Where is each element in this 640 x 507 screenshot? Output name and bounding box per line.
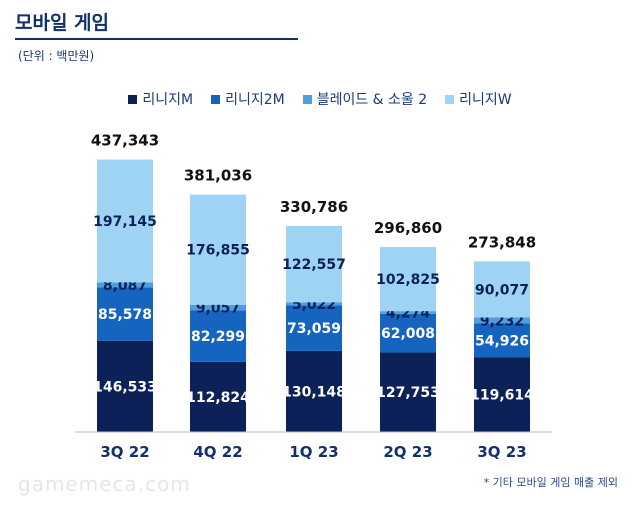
total-label-3: 296,860 [374, 219, 442, 237]
legend-label-blade-soul-2: 블레이드 & 소울 2 [316, 92, 428, 108]
legend-label-lineage-w: 리니지W [459, 92, 512, 108]
bar-segment-lineage_2m-2 [286, 305, 342, 351]
bar-segment-lineage_w-1 [190, 194, 246, 305]
legend-label-lineage-2m: 리니지2M [225, 92, 285, 108]
legend-swatch-lineage-m [128, 94, 138, 104]
bar-segment-lineage_2m-0 [97, 287, 153, 341]
data-label-lineage_m-3: 127,753 [376, 385, 440, 401]
data-label-lineage_m-0: 146,533 [93, 379, 157, 395]
bar-segment-lineage_m-1 [190, 361, 246, 432]
total-label-1: 381,036 [184, 167, 252, 185]
bar-segment-lineage_2m-4 [474, 323, 530, 358]
x-tick-label-3: 2Q 23 [383, 443, 432, 461]
bar-segment-lineage_2m-3 [380, 313, 436, 353]
data-label-lineage_w-2: 122,557 [282, 257, 346, 273]
bar-segment-blade_soul_2-4 [474, 317, 530, 324]
bar-segment-lineage_w-4 [474, 261, 530, 318]
data-label-lineage_m-2: 130,148 [282, 384, 346, 400]
x-tick-label-4: 3Q 23 [477, 443, 526, 461]
legend-swatch-lineage-2m [211, 94, 221, 104]
bar-segment-lineage_m-3 [380, 352, 436, 432]
unit-label: (단위 : 백만원) [18, 49, 95, 63]
data-label-lineage_w-3: 102,825 [376, 272, 440, 288]
legend-item-lineage-w: 리니지W [445, 89, 512, 109]
data-label-lineage_w-0: 197,145 [93, 214, 157, 230]
legend-swatch-blade-soul-2 [302, 94, 312, 104]
data-label-lineage_2m-1: 82,299 [191, 329, 245, 345]
x-tick-label-0: 3Q 22 [100, 443, 149, 461]
bar-segment-lineage_m-4 [474, 357, 530, 432]
legend-label-lineage-m: 리니지M [142, 92, 194, 108]
title-underline [15, 38, 298, 40]
footnote: * 기타 모바일 게임 매출 제외 [483, 476, 618, 489]
chart-title: 모바일 게임 [15, 12, 110, 34]
data-label-lineage_2m-2: 73,059 [287, 321, 341, 337]
data-label-lineage_w-4: 90,077 [475, 282, 529, 298]
bar-segment-lineage_m-0 [97, 340, 153, 432]
data-label-lineage_m-1: 112,824 [186, 390, 250, 406]
bar-segment-lineage_w-2 [286, 225, 342, 303]
bar-segment-lineage_w-3 [380, 247, 436, 312]
legend-item-lineage-m: 리니지M [128, 89, 193, 109]
data-label-lineage_2m-3: 62,008 [381, 326, 435, 342]
total-label-2: 330,786 [280, 198, 348, 216]
bar-segment-lineage_w-0 [97, 159, 153, 283]
total-label-0: 437,343 [91, 132, 159, 150]
bar-segment-blade_soul_2-2 [286, 302, 342, 306]
data-label-lineage_2m-0: 85,578 [98, 307, 152, 323]
total-label-4: 273,848 [468, 233, 536, 251]
legend-swatch-lineage-w [445, 94, 455, 104]
bar-segment-blade_soul_2-1 [190, 304, 246, 311]
legend-item-blade-soul-2: 블레이드 & 소울 2 [302, 89, 428, 109]
bar-segment-blade_soul_2-0 [97, 282, 153, 288]
legend-item-lineage-2m: 리니지2M [211, 89, 285, 109]
chart-legend: 리니지M 리니지2M 블레이드 & 소울 2 리니지W [0, 89, 640, 109]
bar-segment-lineage_2m-1 [190, 310, 246, 362]
bar-segment-lineage_m-2 [286, 350, 342, 432]
x-tick-label-2: 1Q 23 [289, 443, 338, 461]
bar-segment-blade_soul_2-3 [380, 311, 436, 314]
watermark: gamemeca.com [18, 472, 191, 496]
data-label-lineage_2m-4: 54,926 [475, 333, 529, 349]
data-label-lineage_w-1: 176,855 [186, 243, 250, 259]
x-tick-label-1: 4Q 22 [193, 443, 242, 461]
data-label-lineage_m-4: 119,614 [470, 388, 534, 404]
